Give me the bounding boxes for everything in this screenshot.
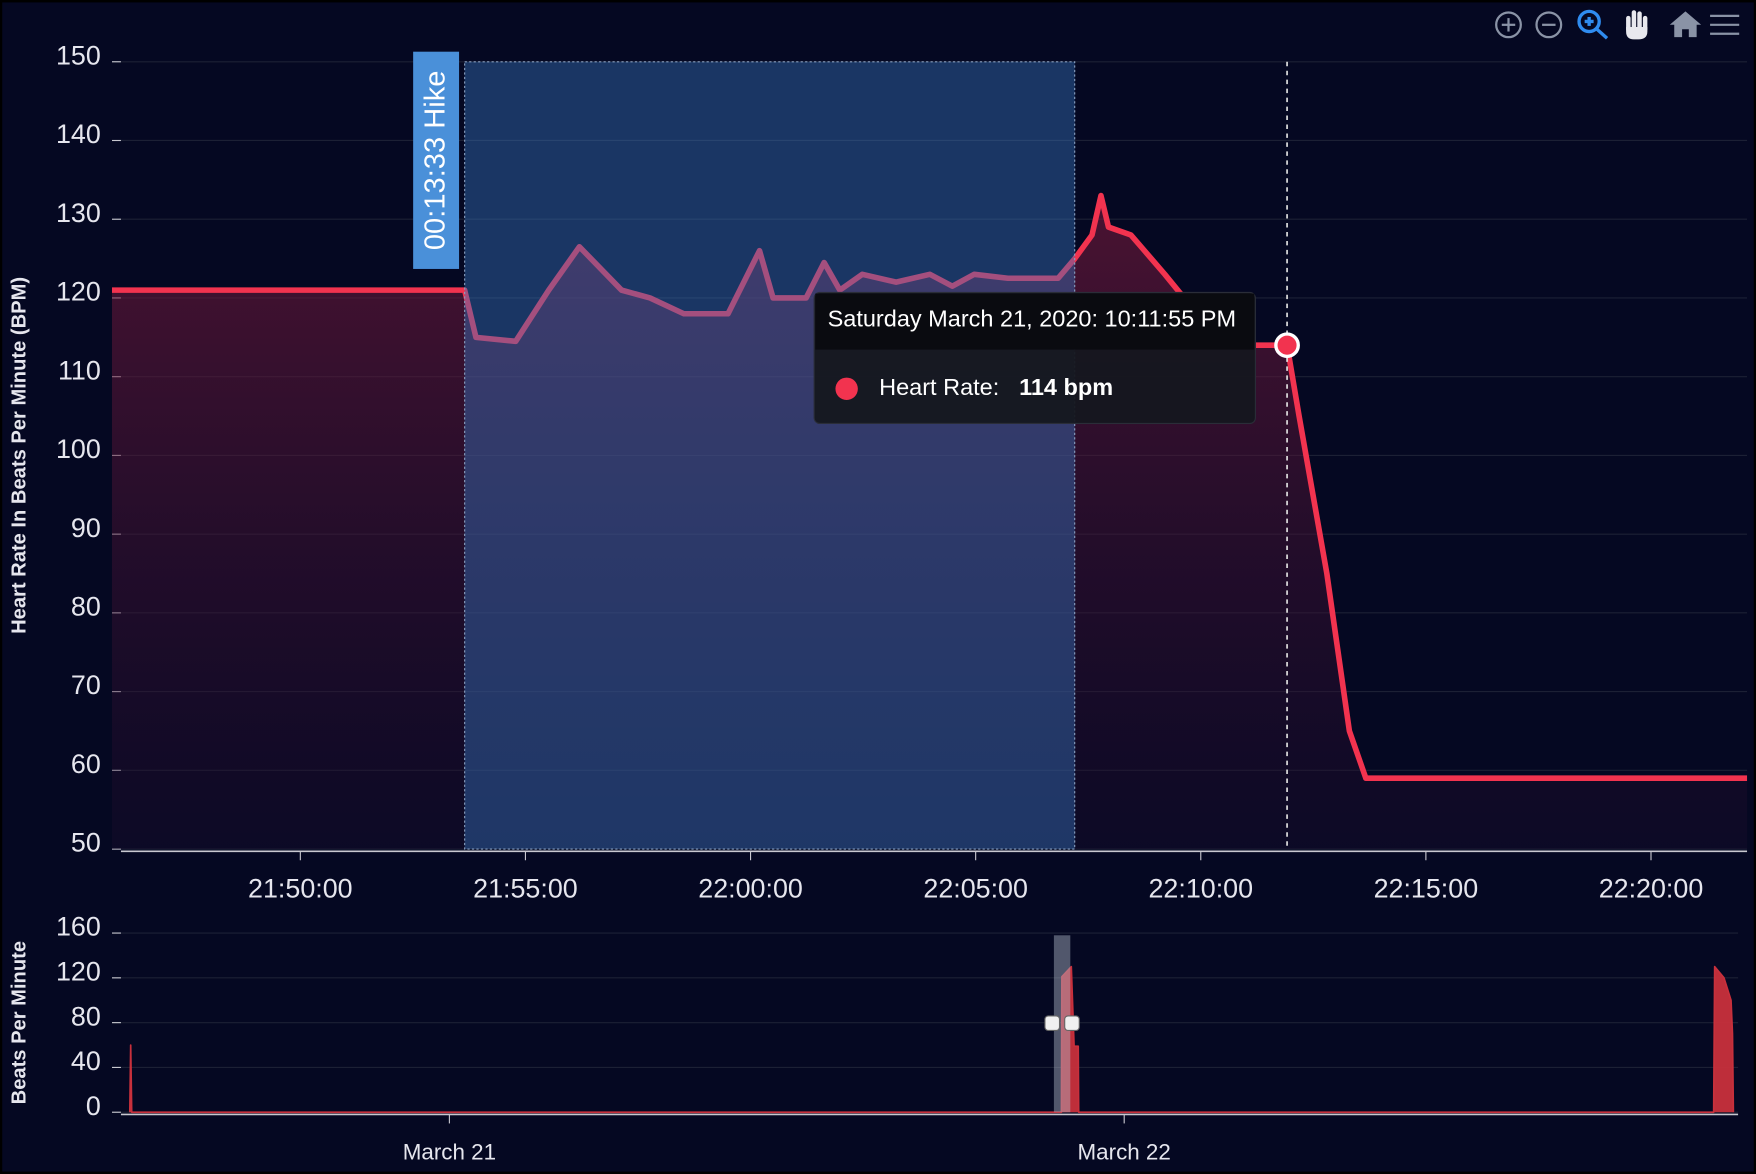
y-tick-label: 120: [56, 956, 101, 986]
y-tick-label: 50: [71, 828, 101, 858]
menu-button[interactable]: [1710, 14, 1740, 35]
y-tick-label: 80: [71, 591, 101, 621]
zoom-out-button[interactable]: [1535, 11, 1563, 39]
series-area: [111, 195, 1748, 850]
x-tick-label: 21:55:00: [473, 874, 578, 904]
tooltip-header: [815, 293, 1255, 350]
y-tick-label: 0: [86, 1091, 101, 1121]
x-tick-label: 22:10:00: [1148, 874, 1253, 904]
tooltip-dot: [835, 377, 858, 400]
y-tick-label: 100: [56, 434, 101, 464]
selection-zoom-button[interactable]: [1577, 9, 1609, 40]
annotation-label: 00:13:33 Hike: [419, 70, 451, 250]
y-tick-label: 40: [71, 1046, 101, 1076]
y-tick-label: 60: [71, 749, 101, 779]
x-tick-label: 22:00:00: [698, 874, 803, 904]
hover-marker: [1274, 332, 1300, 359]
y-tick-label: 120: [56, 277, 101, 307]
toolbar: [1495, 9, 1740, 40]
x-tick-label: 22:15:00: [1374, 874, 1479, 904]
tooltip-value: 114 bpm: [1019, 374, 1113, 400]
reset-button[interactable]: [1669, 11, 1702, 38]
selection: [1053, 935, 1071, 1113]
y-tick-label: 160: [56, 912, 101, 942]
selection-handle: [1044, 1015, 1061, 1032]
tooltip-title: Saturday March 21, 2020: 10:11:55 PM: [828, 306, 1236, 332]
y-tick-label: 130: [56, 198, 101, 228]
y-tick-label: 140: [56, 119, 101, 149]
y-axis-title: Beats Per Minute: [8, 941, 30, 1104]
x-tick-label: March 21: [403, 1140, 496, 1165]
y-tick-label: 70: [71, 670, 101, 700]
y-tick-label: 150: [56, 40, 101, 70]
annotation-label-box: [413, 51, 460, 269]
navigator-chart: 0 40 80 120 160 March 21 March 22 Beats Per Min…: [8, 912, 1739, 1165]
main-chart: 50 60 70 80 90 100 110 120 130 140 150 21:50:00 21:5…: [8, 40, 1748, 904]
y-tick-label: 90: [71, 513, 101, 543]
y-tick-label: 80: [71, 1001, 101, 1031]
x-tick-label: 21:50:00: [248, 874, 353, 904]
tooltip-label: Heart Rate:: [879, 374, 999, 400]
pan-button[interactable]: [1626, 10, 1648, 40]
annotation-band: [464, 61, 1076, 850]
zoom-in-button[interactable]: [1495, 11, 1522, 39]
y-tick-label: 110: [58, 355, 101, 385]
selection-handle: [1064, 1015, 1080, 1032]
x-tick-label: March 22: [1078, 1140, 1171, 1165]
x-tick-label: 22:05:00: [923, 874, 1028, 904]
y-axis-title: Heart Rate In Beats Per Minute (BPM): [8, 277, 30, 634]
x-tick-label: 22:20:00: [1599, 874, 1704, 904]
series-line: [128, 965, 1735, 1114]
